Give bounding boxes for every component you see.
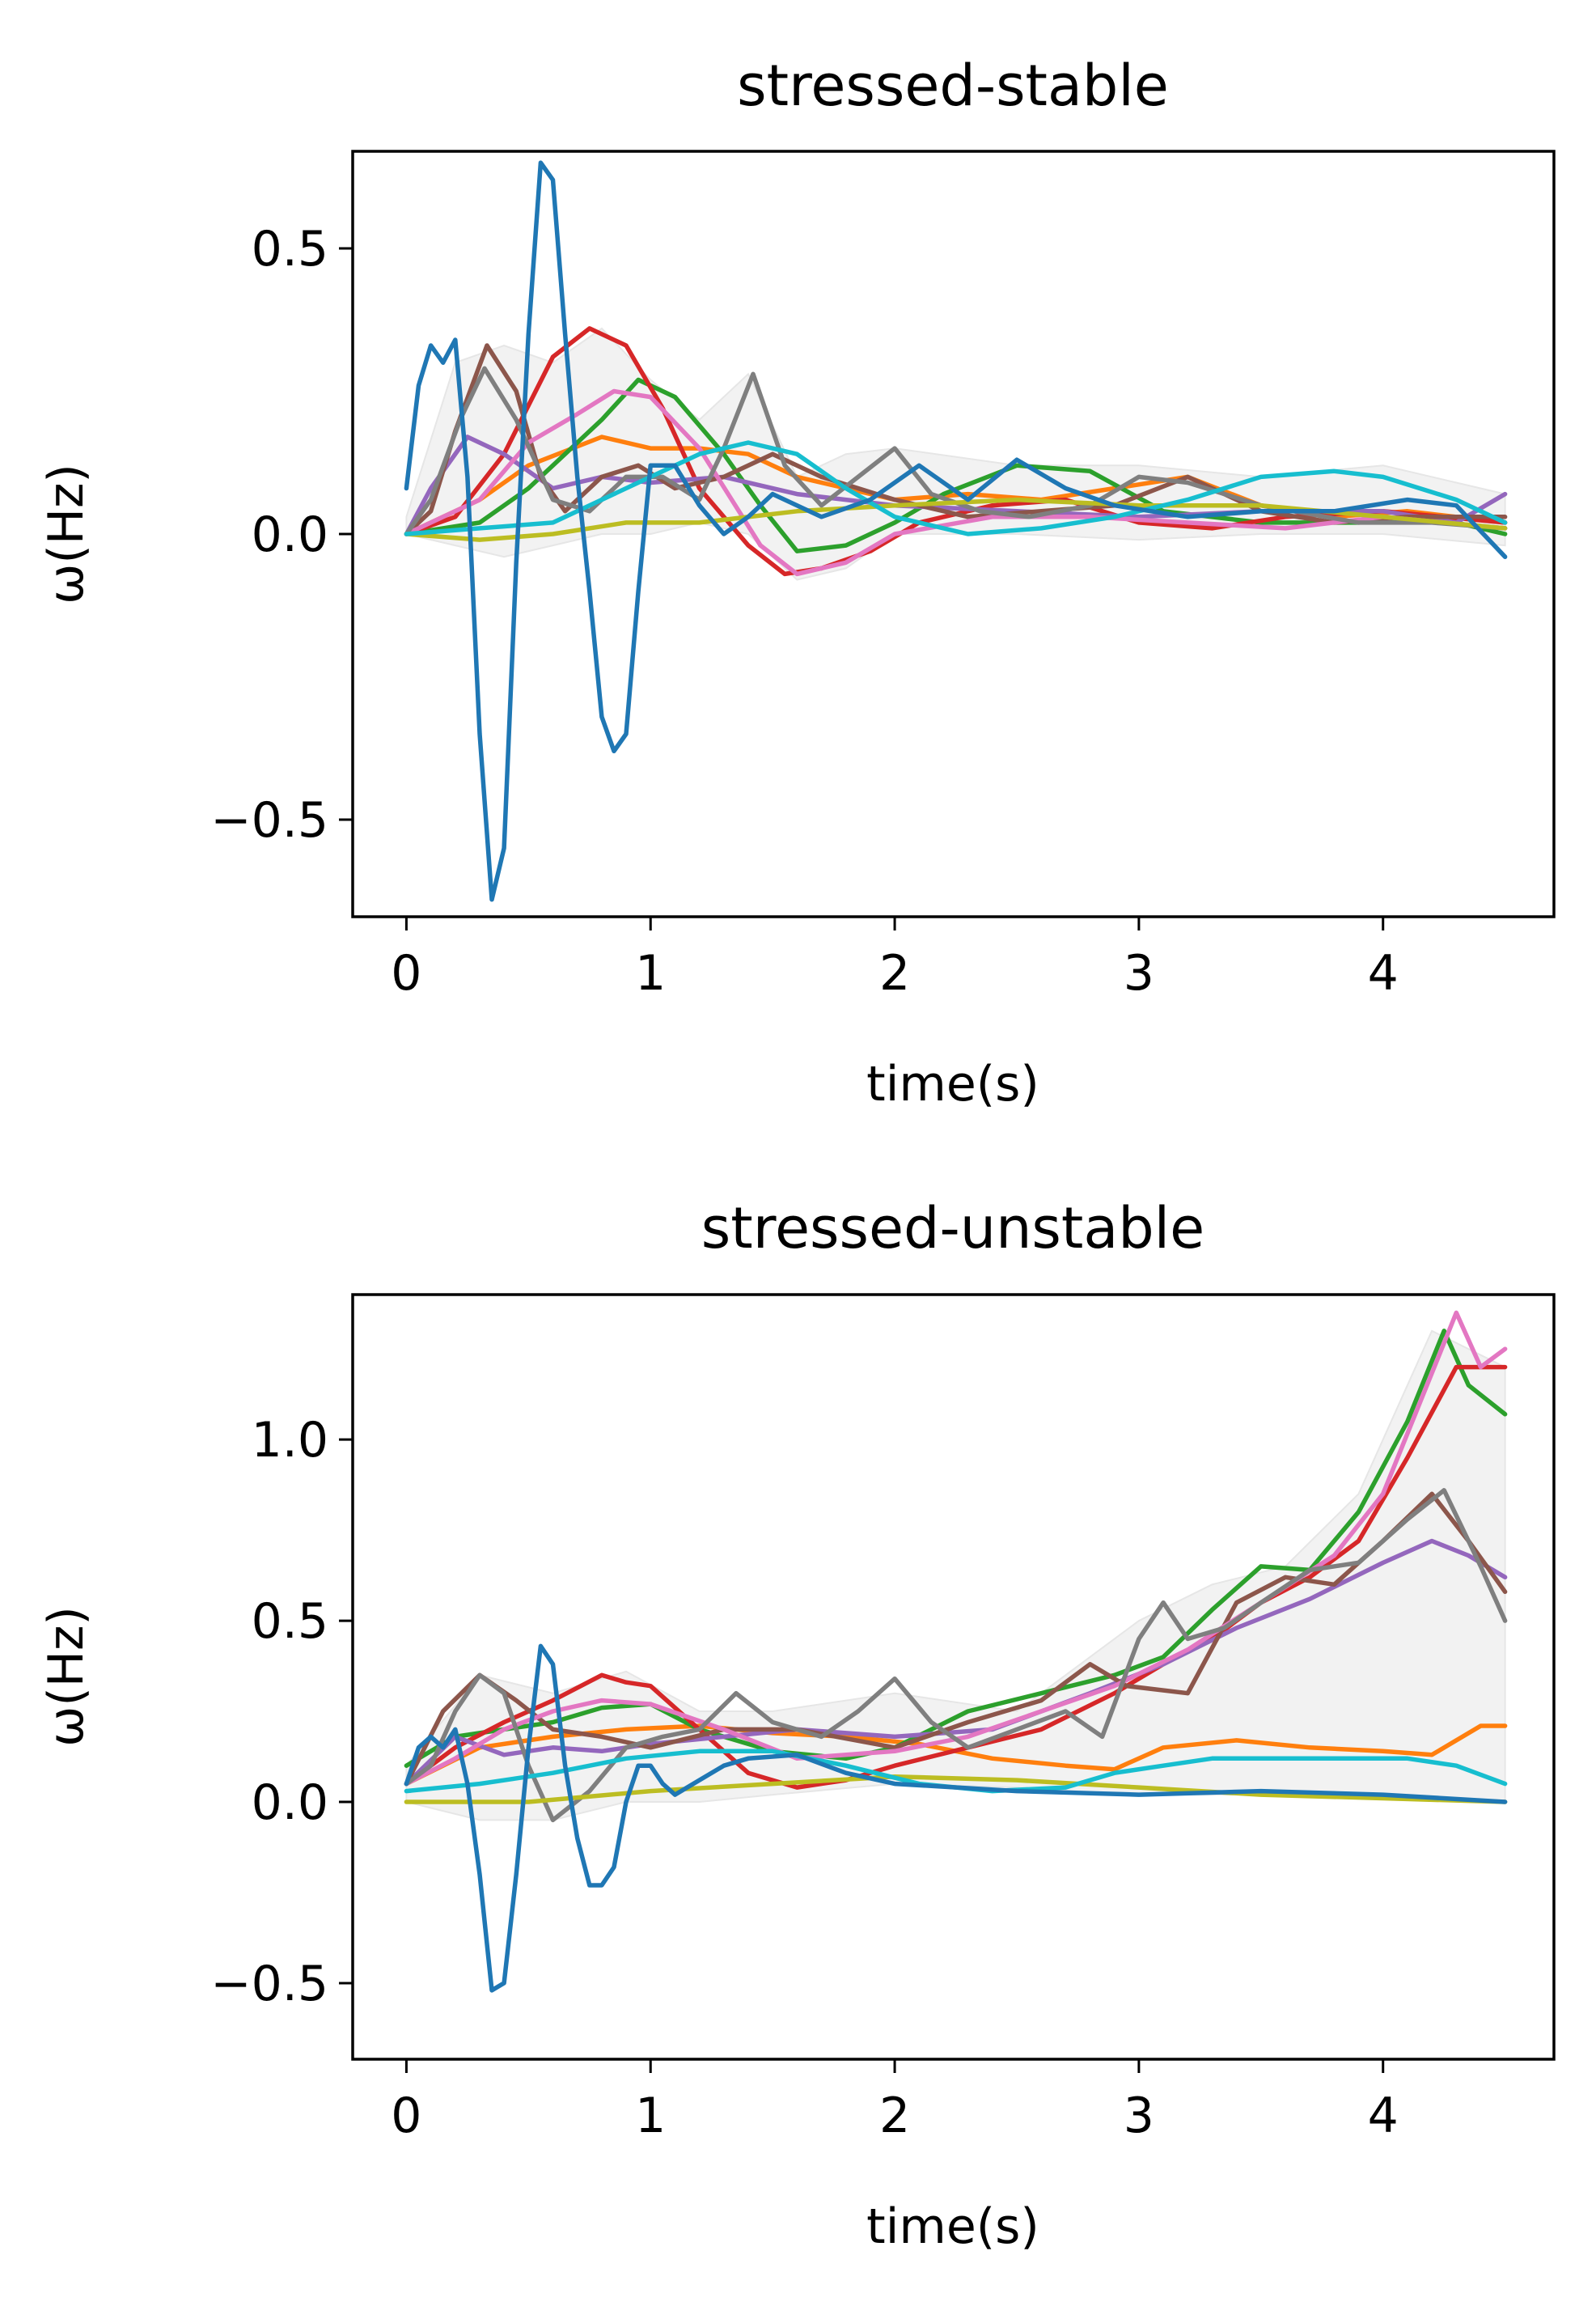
y-tick-label: −0.5: [210, 792, 328, 849]
plot-area: 0 1 2 3 4 −0.5 0.0 0.5 1.0: [210, 1293, 1556, 2144]
subplot-stressed-stable: stressed-stable 0 1 2 3 4−0.50.00.5 time(s) …: [38, 53, 1556, 1113]
subplot-stressed-unstable: stressed-unstable 0 1 2 3 4 −0.5 0.0 0.5 1.0 tim…: [38, 1195, 1556, 2255]
x-axis-label: time(s): [866, 1056, 1039, 1113]
series-line-8: [404, 1774, 1508, 1804]
axes-frame: [351, 1293, 1556, 2061]
x-axis-label: time(s): [866, 2198, 1039, 2255]
series-line-3: [404, 1364, 1508, 1790]
x-tick-label: 3: [1124, 2088, 1154, 2144]
series-group: [404, 160, 1508, 902]
x-tick-label: 4: [1368, 2088, 1399, 2144]
x-tick-label: 3: [1124, 945, 1154, 1002]
y-tick-label: 0.0: [252, 507, 328, 563]
series-line-10: [404, 160, 1508, 902]
x-tick-label: 1: [635, 945, 666, 1002]
series-group: [404, 1310, 1508, 1993]
x-tick-label: 0: [391, 945, 421, 1002]
series-line-6: [404, 1310, 1508, 1787]
x-tick-label: 2: [879, 2088, 910, 2144]
series-line-6: [404, 388, 1508, 577]
chart-title: stressed-stable: [737, 53, 1169, 119]
chart-title: stressed-unstable: [701, 1195, 1204, 1261]
y-axis-label: ω(Hz): [38, 1606, 95, 1747]
series-line-2: [404, 1329, 1508, 1768]
y-tick-label: 0.0: [252, 1774, 328, 1831]
series-line-2: [404, 377, 1508, 553]
x-tick-label: 2: [879, 945, 910, 1002]
y-tick-label: 0.5: [252, 221, 328, 278]
x-tick-label: 4: [1368, 945, 1399, 1002]
x-tick-label: 0: [391, 2088, 421, 2144]
y-axis-label: ω(Hz): [38, 464, 95, 604]
y-tick-label: 1.0: [252, 1412, 328, 1469]
y-tick-label: 0.5: [252, 1593, 328, 1650]
plot-area: 0 1 2 3 4 −0.5 0.0 0.5: [210, 150, 1556, 1002]
series-line-1: [404, 1723, 1508, 1787]
series-line-9: [404, 440, 1508, 536]
x-tick-label: 1: [635, 2088, 666, 2144]
y-tick-label: −0.5: [210, 1956, 328, 2012]
series-line-10: [404, 1643, 1508, 1993]
